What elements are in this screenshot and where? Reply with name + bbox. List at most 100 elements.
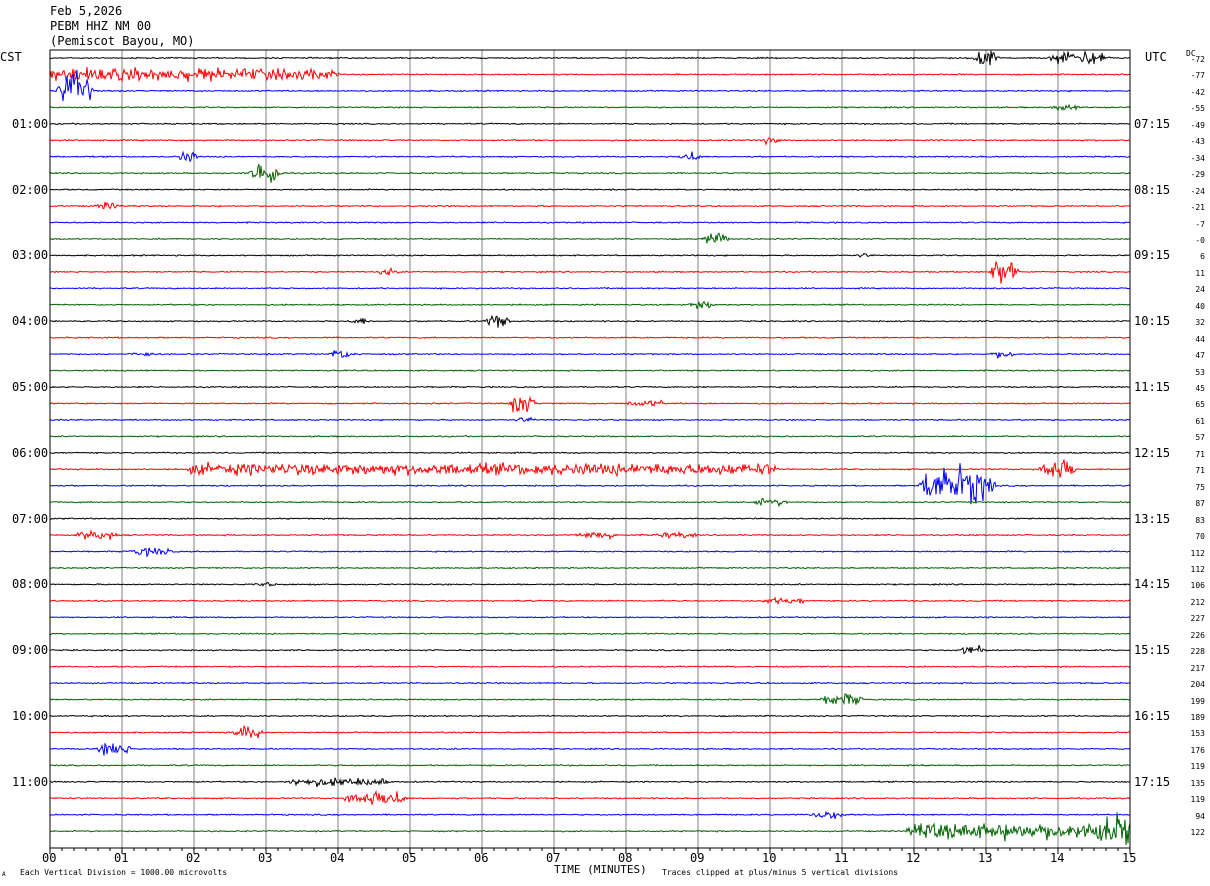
seismic-trace <box>49 221 1131 225</box>
right-hour-label: 10:15 <box>1134 314 1171 329</box>
right-hour-label: 11:15 <box>1134 380 1171 394</box>
seismic-trace <box>49 395 1131 413</box>
seismic-trace <box>49 810 1131 820</box>
dc-offset-label: 83 <box>1195 515 1205 525</box>
dc-offset-label: -49 <box>1190 120 1205 130</box>
grid-lines <box>49 50 1131 848</box>
seismic-trace <box>49 137 1131 146</box>
right-hour-label: 16:15 <box>1134 709 1171 723</box>
seismic-trace <box>49 517 1130 521</box>
right-hour-label: 07:15 <box>1134 116 1171 131</box>
dc-offset-label: 112 <box>1190 548 1205 558</box>
dc-offset-label: 6 <box>1200 252 1205 262</box>
right-hour-label: 14:15 <box>1134 577 1171 592</box>
dc-offset-label: -29 <box>1190 170 1205 180</box>
seismic-trace <box>49 103 1131 112</box>
dc-offset-label: 217 <box>1190 663 1205 673</box>
seismic-trace <box>49 529 1131 541</box>
dc-offset-label: 45 <box>1195 384 1205 393</box>
x-tick-label: 06 <box>474 851 489 865</box>
left-hour-label: 06:00 <box>12 445 49 460</box>
seismic-trace <box>49 416 1131 422</box>
seismic-trace <box>49 498 1131 508</box>
seismic-trace <box>49 252 1131 258</box>
seismic-trace <box>49 763 1131 767</box>
seismic-trace <box>49 714 1131 718</box>
dc-offset-label: 176 <box>1190 745 1205 755</box>
right-hour-label: 12:15 <box>1134 445 1171 460</box>
x-tick-label: 10 <box>762 851 777 865</box>
dc-offset-label: 57 <box>1195 433 1205 443</box>
seismic-trace <box>49 49 1131 66</box>
dc-offset-label: 65 <box>1195 400 1205 410</box>
plot-frame <box>49 49 1131 849</box>
x-tick-label: 04 <box>330 851 345 865</box>
date-label: Feb 5,2026 <box>50 4 123 18</box>
seismic-trace <box>49 547 1130 558</box>
dc-offset-label: -34 <box>1190 153 1205 163</box>
dc-offset-label: 47 <box>1195 351 1205 361</box>
x-tick-label: 09 <box>690 851 705 865</box>
x-axis-label: TIME (MINUTES) <box>554 863 647 876</box>
dc-offset-label: 204 <box>1190 680 1205 690</box>
right-hour-label: 17:15 <box>1134 774 1171 789</box>
seismic-trace <box>49 434 1131 438</box>
x-tick-label: 07 <box>546 851 561 865</box>
right-hour-label: 09:15 <box>1134 248 1171 263</box>
left-hour-label: 04:00 <box>12 314 49 329</box>
dc-offset-label: -55 <box>1190 104 1205 114</box>
left-hour-label: 09:00 <box>12 643 49 658</box>
seismic-trace <box>49 261 1130 284</box>
seismic-trace <box>49 581 1131 587</box>
left-timezone-label: CST <box>0 50 22 64</box>
left-hour-label: 11:00 <box>12 774 49 789</box>
dc-offset-label: 75 <box>1195 482 1205 492</box>
left-hour-label: 10:00 <box>12 709 49 723</box>
seismic-trace <box>50 742 1131 756</box>
left-hour-label: 03:00 <box>12 248 49 263</box>
dc-offset-label: 212 <box>1190 597 1205 607</box>
seismic-trace <box>49 693 1131 706</box>
dc-offset-label: 44 <box>1195 334 1205 344</box>
tick-marks <box>49 848 1131 854</box>
x-tick-label: 03 <box>258 851 273 865</box>
x-tick-label: 11 <box>834 851 849 865</box>
seismic-trace <box>50 812 1131 846</box>
seismic-trace <box>49 451 1131 455</box>
clip-note: Traces clipped at plus/minus 5 vertical … <box>662 868 899 877</box>
dc-offset-label: 70 <box>1195 532 1205 542</box>
dc-offset-label: 106 <box>1190 581 1205 591</box>
dc-offset-label: -43 <box>1190 137 1205 147</box>
dc-offset-label: 153 <box>1190 729 1205 739</box>
left-hour-label: 05:00 <box>12 380 49 394</box>
seismic-trace <box>49 150 1131 163</box>
seismic-trace <box>49 286 1130 291</box>
seismic-trace <box>49 644 1131 655</box>
dc-offset-label: 112 <box>1190 564 1205 574</box>
x-tick-label: 02 <box>186 851 201 865</box>
station-label: PEBM HHZ NM 00 <box>50 19 152 33</box>
seismic-trace <box>49 336 1131 340</box>
dc-offset-label: 199 <box>1190 696 1205 706</box>
dc-header-label: DC <box>1186 49 1196 58</box>
right-timezone-label: UTC <box>1145 50 1167 64</box>
dc-offset-label: 226 <box>1190 630 1205 640</box>
dc-offset-label: 227 <box>1190 614 1205 624</box>
dc-offset-label: 189 <box>1190 713 1205 722</box>
dc-offset-label: -7 <box>1195 219 1205 229</box>
seismic-trace <box>49 724 1131 739</box>
seismic-trace <box>49 596 1131 606</box>
dc-offset-label: 40 <box>1195 301 1205 311</box>
seismic-trace <box>49 385 1130 389</box>
seismic-trace <box>49 681 1130 685</box>
corner-mark: A <box>2 871 6 878</box>
x-tick-label: 14 <box>1050 851 1065 865</box>
seismic-trace <box>49 163 1131 183</box>
dc-offset-label: -0 <box>1195 235 1205 245</box>
dc-offset-label: -42 <box>1190 87 1205 97</box>
x-tick-label: 12 <box>906 851 921 865</box>
dc-offset-label: 135 <box>1190 778 1205 788</box>
dc-offset-label: 87 <box>1195 499 1205 509</box>
right-hour-label: 13:15 <box>1134 511 1171 526</box>
